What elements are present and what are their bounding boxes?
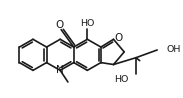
Text: N: N (56, 65, 64, 75)
Text: OH: OH (167, 45, 181, 54)
Text: O: O (55, 20, 63, 30)
Text: HO: HO (80, 19, 94, 28)
Text: HO: HO (114, 75, 128, 84)
Text: O: O (114, 33, 122, 43)
